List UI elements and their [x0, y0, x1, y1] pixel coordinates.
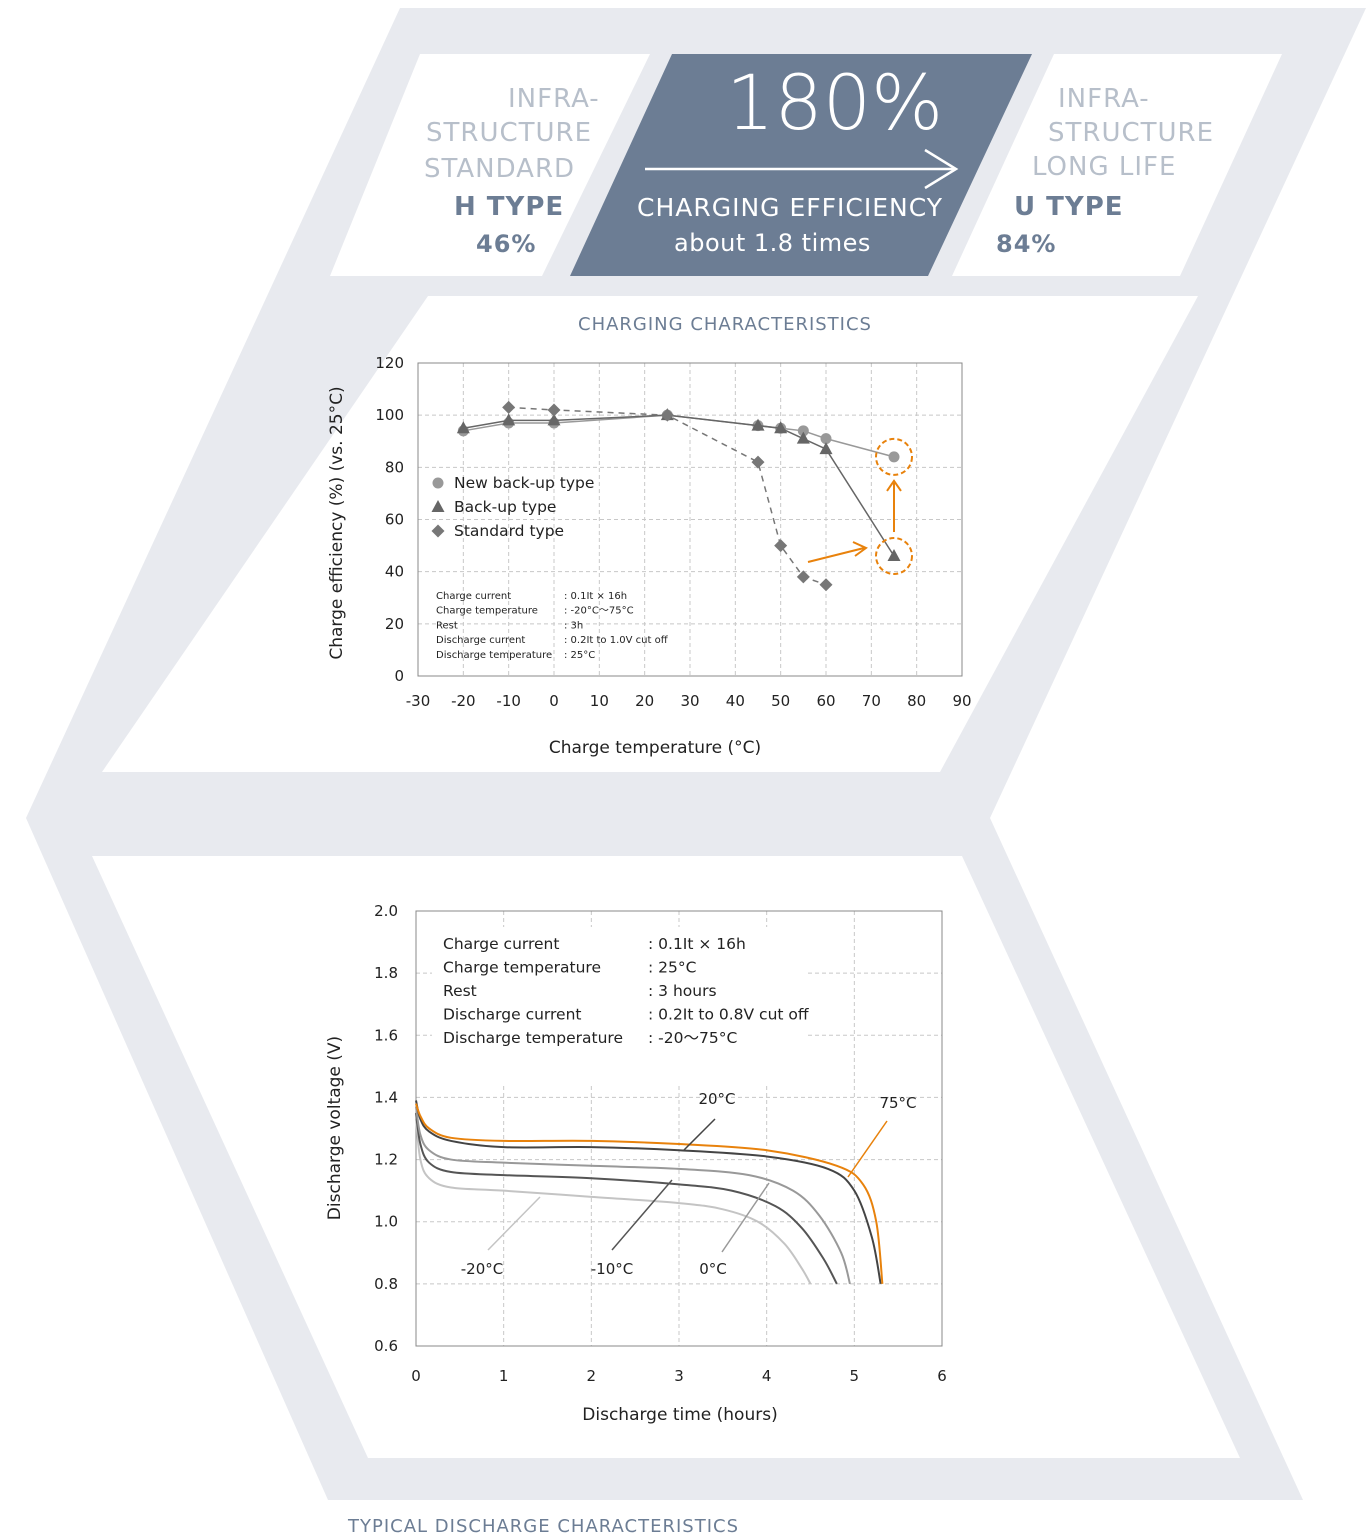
left-header-line3: STANDARD: [424, 154, 576, 184]
top-middle-box: [570, 54, 1032, 276]
top-right-box: [952, 54, 1282, 276]
right-type-label: U TYPE: [1014, 192, 1124, 222]
right-header-line3: LONG LIFE: [1032, 152, 1177, 182]
middle-label: CHARGING EFFICIENCY: [637, 193, 944, 222]
left-header-line2: STRUCTURE: [426, 118, 593, 148]
discharge-chart-title: TYPICAL DISCHARGE CHARACTERISTICS: [348, 1516, 740, 1537]
left-efficiency-value: 46%: [476, 230, 537, 258]
middle-sublabel: about 1.8 times: [674, 229, 871, 257]
middle-efficiency-value: 180%: [726, 58, 944, 147]
lower-white-panel: [92, 856, 1240, 1458]
left-header-line1: INFRA-: [508, 84, 600, 114]
left-type-label: H TYPE: [454, 192, 565, 222]
right-efficiency-value: 84%: [996, 230, 1057, 258]
right-header-line1: INFRA-: [1058, 84, 1150, 114]
charging-chart-title: CHARGING CHARACTERISTICS: [578, 314, 872, 335]
top-left-box: [330, 54, 650, 276]
right-header-line2: STRUCTURE: [1048, 118, 1215, 148]
efficiency-arrow-head: [924, 148, 959, 190]
